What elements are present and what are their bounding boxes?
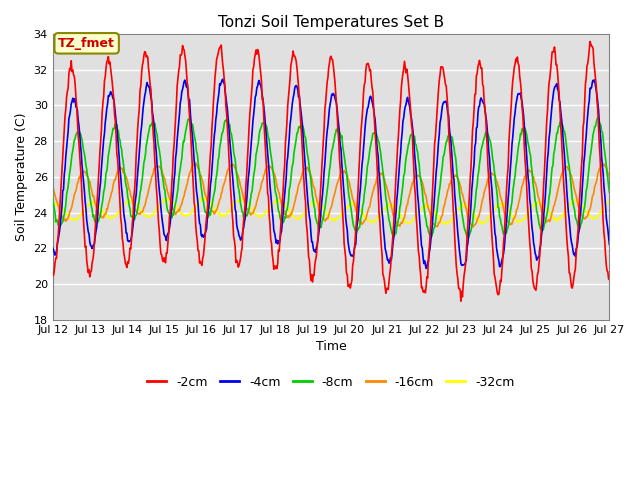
Title: Tonzi Soil Temperatures Set B: Tonzi Soil Temperatures Set B: [218, 15, 444, 30]
Y-axis label: Soil Temperature (C): Soil Temperature (C): [15, 113, 28, 241]
Text: TZ_fmet: TZ_fmet: [58, 37, 115, 50]
Legend: -2cm, -4cm, -8cm, -16cm, -32cm: -2cm, -4cm, -8cm, -16cm, -32cm: [143, 371, 520, 394]
X-axis label: Time: Time: [316, 340, 346, 353]
